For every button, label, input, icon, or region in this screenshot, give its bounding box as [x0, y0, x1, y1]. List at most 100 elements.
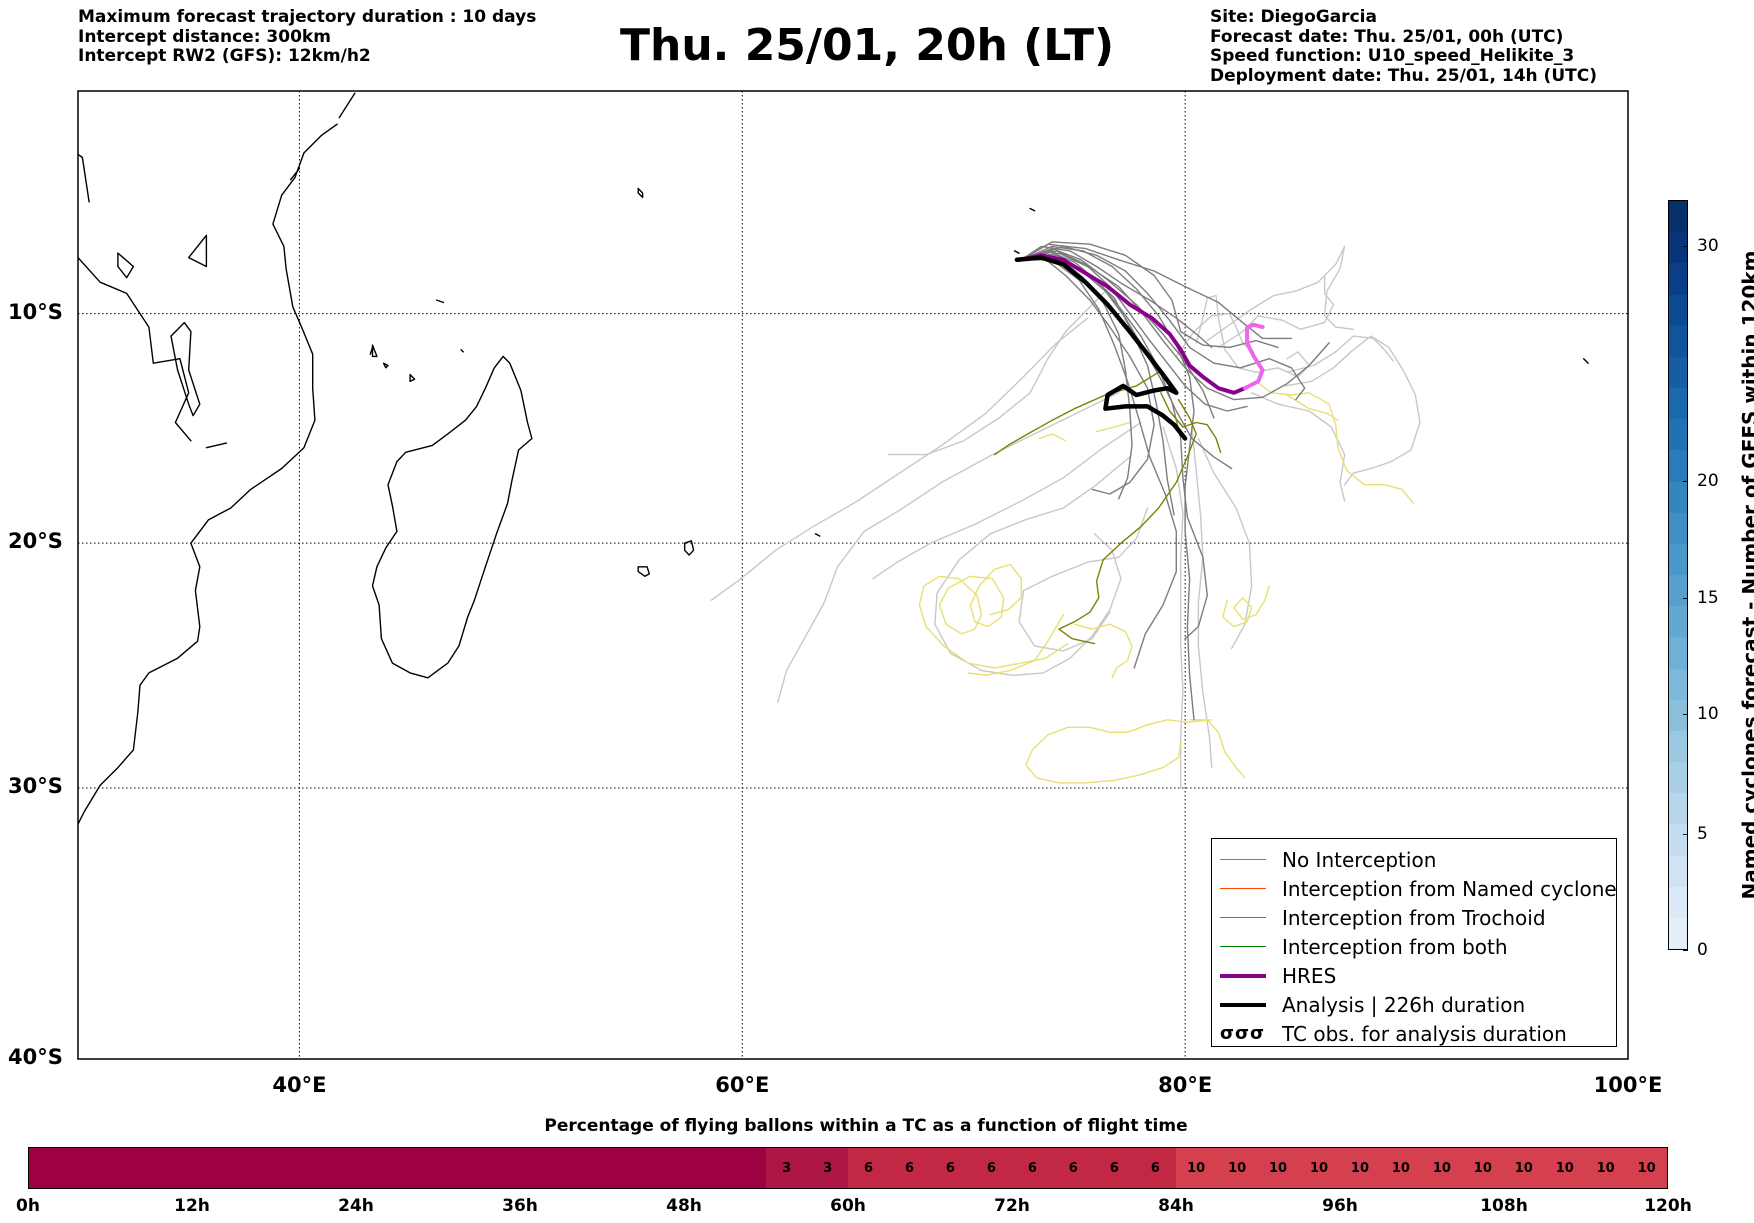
- flight-time-label: 120h: [1644, 1196, 1692, 1216]
- legend-item-hres: HRES: [1212, 961, 1616, 990]
- coastline: [303, 123, 338, 154]
- flight-time-cell: [274, 1148, 316, 1188]
- coastline: [78, 152, 316, 825]
- legend-label: TC obs. for analysis duration: [1282, 1021, 1567, 1046]
- trajectory-trochoid-light: [1095, 421, 1131, 433]
- flight-time-cell: [233, 1148, 275, 1188]
- flight-time-cell: 10: [1626, 1148, 1668, 1188]
- header-left-line: Intercept distance: 300km: [78, 26, 331, 47]
- coastline: [1029, 207, 1036, 212]
- header-left-line: Intercept RW2 (GFS): 12km/h2: [78, 46, 371, 66]
- trajectory-no-interception: [1020, 252, 1330, 401]
- flight-time-cell: 6: [889, 1148, 930, 1188]
- legend-label: HRES: [1282, 963, 1337, 988]
- trajectory-trochoid-light: [967, 613, 1065, 676]
- flight-time-cell: 3: [766, 1148, 808, 1188]
- coastlines: [78, 92, 1589, 825]
- colorbar-segment: [1669, 730, 1687, 763]
- flight-time-label: 24h: [338, 1196, 374, 1216]
- flight-time-cell: [479, 1148, 521, 1188]
- header-right-line: Forecast date: Thu. 25/01, 00h (UTC): [1210, 26, 1564, 47]
- coastline: [814, 533, 821, 537]
- flight-time-label: 84h: [1158, 1196, 1194, 1216]
- trajectory-no-interception: [1191, 426, 1213, 769]
- trajectory-no-interception: [1284, 335, 1421, 486]
- flight-time-cell: [438, 1148, 480, 1188]
- flight-time-cell: [725, 1148, 767, 1188]
- tc-symbol-icon: σσσ: [1220, 1023, 1266, 1044]
- trajectory-no-interception: [872, 421, 1142, 580]
- flight-time-label: 96h: [1322, 1196, 1358, 1216]
- legend-item-both: Interception from both: [1212, 932, 1616, 961]
- legend-swatch: [1220, 945, 1266, 948]
- trajectory-no-interception: [1018, 507, 1149, 652]
- flight-time-cell: [315, 1148, 357, 1188]
- flight-time-title: Percentage of flying ballons within a TC…: [544, 1116, 1188, 1136]
- page-title: Thu. 25/01, 20h (LT): [620, 20, 1115, 71]
- trajectory-no-interception: [1020, 243, 1293, 340]
- legend-swatch: [1220, 916, 1266, 919]
- coastline: [1582, 358, 1589, 364]
- colorbar-segment: [1669, 762, 1687, 794]
- legend-swatch: [1220, 887, 1266, 890]
- trajectory-trochoid-light: [1024, 719, 1213, 784]
- colorbar-segment: [1669, 388, 1687, 420]
- coastline: [371, 355, 533, 679]
- trajectory-no-interception: [1197, 437, 1253, 650]
- trajectory-no-interception: [1020, 241, 1279, 349]
- colorbar-tickmark: [1683, 481, 1688, 482]
- coastline: [409, 373, 416, 383]
- trajectory-no-interception: [1020, 247, 1215, 419]
- header-left-line: Maximum forecast trajectory duration : 1…: [78, 7, 537, 27]
- flight-time-cell: 6: [1052, 1148, 1094, 1188]
- cyclone-colorbar: [1668, 200, 1688, 950]
- longitude-label: 60°E: [715, 1073, 770, 1097]
- trajectory-trochoid: [994, 371, 1160, 456]
- colorbar-tick-label: 15: [1697, 588, 1719, 608]
- trajectory-trochoid-light: [918, 563, 1069, 669]
- coastline: [117, 252, 135, 279]
- flight-time-label: 60h: [830, 1196, 866, 1216]
- legend-item-analysis: Analysis | 226h duration: [1212, 990, 1616, 1019]
- flight-time-cell: [69, 1148, 111, 1188]
- flight-time-cell: 10: [1462, 1148, 1504, 1188]
- trajectory-trochoid-light: [1038, 433, 1067, 442]
- colorbar-segment: [1669, 481, 1687, 513]
- colorbar-segment: [1669, 450, 1687, 482]
- flight-time-label: 36h: [502, 1196, 538, 1216]
- colorbar-tick-label: 20: [1697, 471, 1719, 491]
- trajectory-no-interception: [1020, 250, 1248, 412]
- trajectory-no-interception: [1020, 259, 1178, 669]
- trajectory-trochoid-light: [1222, 585, 1271, 628]
- legend-item-named-cyclone: Interception from Named cyclone: [1212, 874, 1617, 903]
- latitude-label: 40°S: [8, 1045, 63, 1069]
- trajectory-no-interception: [1020, 256, 1155, 495]
- trajectory-no-interception: [1206, 245, 1355, 342]
- flight-time-cell: [356, 1148, 398, 1188]
- flight-time-label: 108h: [1480, 1196, 1528, 1216]
- header-left: Maximum forecast trajectory duration : 1…: [78, 7, 537, 67]
- coastline: [637, 566, 650, 577]
- legend-label: Interception from Trochoid: [1282, 905, 1546, 930]
- colorbar-segment: [1669, 263, 1687, 295]
- colorbar-segment: [1669, 855, 1687, 887]
- flight-time-label: 12h: [174, 1196, 210, 1216]
- trajectory-no-interception: [710, 317, 1089, 601]
- colorbar-tickmark: [1683, 950, 1688, 951]
- flight-time-cell: 10: [1216, 1148, 1258, 1188]
- colorbar-segment: [1669, 543, 1687, 576]
- colorbar-segment: [1669, 325, 1687, 357]
- flight-time-cell: 10: [1175, 1148, 1217, 1188]
- colorbar-segment: [1669, 575, 1687, 607]
- flight-time-cell: 6: [929, 1148, 971, 1188]
- coastline: [338, 92, 356, 119]
- hres-track-end: [1242, 322, 1265, 391]
- legend-swatch: [1220, 973, 1266, 978]
- legend-item-no-interception: No Interception: [1212, 845, 1616, 874]
- trajectory-trochoid: [1058, 398, 1197, 645]
- flight-time-cell: 10: [1380, 1148, 1422, 1188]
- legend-label: Analysis | 226h duration: [1282, 992, 1526, 1017]
- legend-swatch: [1220, 858, 1266, 861]
- coastline: [205, 442, 228, 449]
